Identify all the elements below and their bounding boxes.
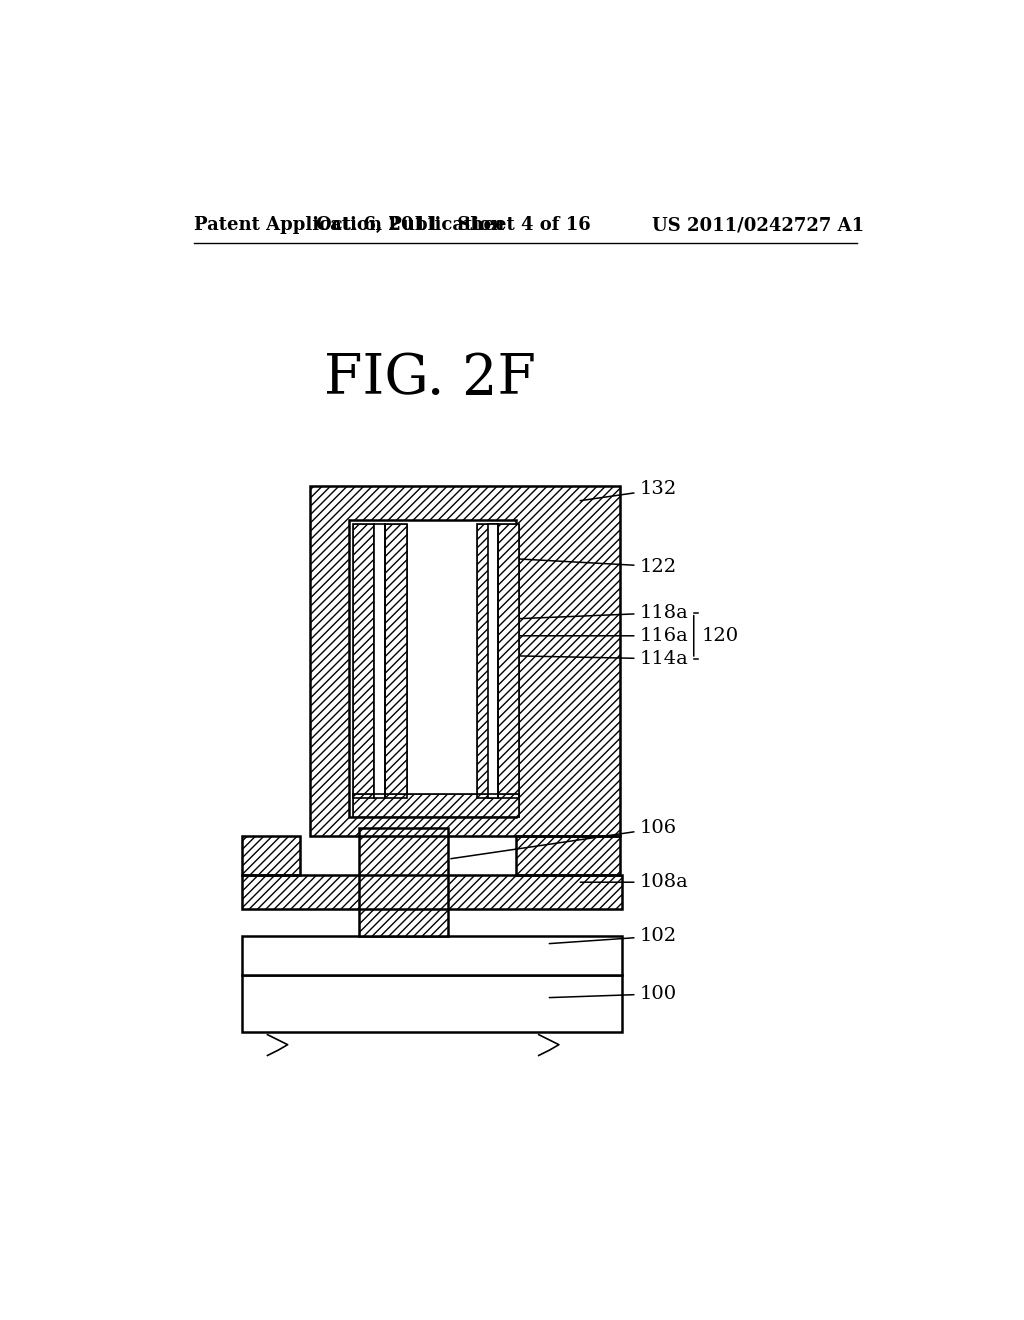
Bar	[499, 524, 519, 797]
Text: 122: 122	[518, 557, 677, 576]
Text: Patent Application Publication: Patent Application Publication	[194, 216, 504, 234]
Bar	[352, 524, 375, 797]
Text: 132: 132	[581, 480, 677, 500]
Text: 108a: 108a	[581, 874, 688, 891]
Text: 100: 100	[549, 985, 677, 1003]
Bar	[242, 836, 300, 874]
Bar	[359, 829, 449, 936]
Bar	[310, 486, 621, 836]
Bar	[349, 520, 515, 817]
Bar	[242, 974, 622, 1032]
Bar	[242, 836, 300, 874]
Text: 120: 120	[701, 627, 738, 644]
Bar	[375, 524, 385, 797]
Bar	[242, 874, 622, 909]
Bar	[359, 829, 449, 936]
Bar	[352, 793, 519, 817]
Bar	[477, 524, 499, 797]
Bar	[385, 524, 407, 797]
Text: 102: 102	[549, 927, 677, 945]
Text: 118a: 118a	[479, 603, 688, 622]
Bar	[487, 524, 499, 797]
Bar	[499, 524, 519, 797]
Bar	[352, 524, 375, 797]
Text: US 2011/0242727 A1: US 2011/0242727 A1	[652, 216, 864, 234]
Text: 106: 106	[451, 820, 677, 859]
Bar	[515, 836, 621, 874]
Bar	[310, 486, 621, 836]
Bar	[242, 936, 622, 974]
Bar	[242, 874, 622, 909]
Text: FIG. 2F: FIG. 2F	[325, 351, 537, 405]
Bar	[352, 793, 519, 817]
Text: 114a: 114a	[479, 649, 688, 668]
Bar	[477, 524, 499, 797]
Text: Oct. 6, 2011   Sheet 4 of 16: Oct. 6, 2011 Sheet 4 of 16	[316, 216, 591, 234]
Bar	[407, 524, 477, 817]
Bar	[515, 836, 621, 874]
Text: 116a: 116a	[479, 627, 688, 644]
Bar	[385, 524, 407, 797]
